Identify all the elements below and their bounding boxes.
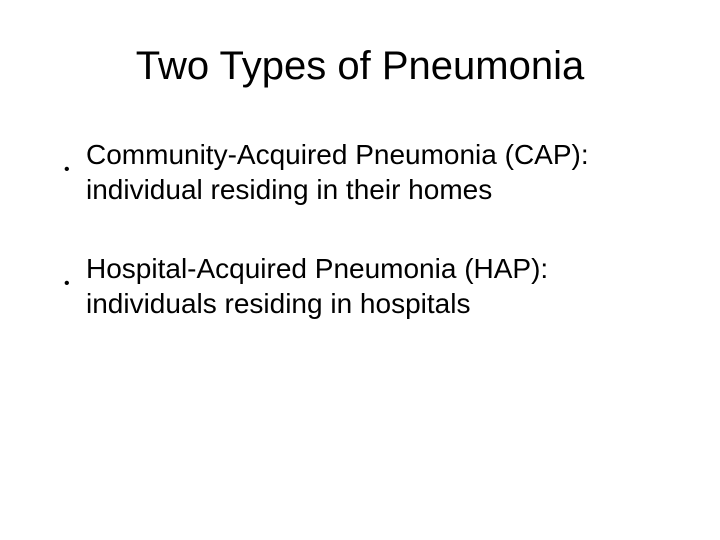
bullet-text: Community-Acquired Pneumonia (CAP): indi… <box>86 137 666 207</box>
bullet-item: Hospital-Acquired Pneumonia (HAP): indiv… <box>58 251 666 321</box>
bullet-item: Community-Acquired Pneumonia (CAP): indi… <box>58 137 666 207</box>
slide-container: Two Types of Pneumonia Community-Acquire… <box>0 0 720 540</box>
slide-title: Two Types of Pneumonia <box>54 44 666 89</box>
bullet-text: Hospital-Acquired Pneumonia (HAP): indiv… <box>86 251 666 321</box>
bullet-icon <box>58 251 86 296</box>
bullet-icon <box>58 137 86 182</box>
bullet-list: Community-Acquired Pneumonia (CAP): indi… <box>54 137 666 321</box>
